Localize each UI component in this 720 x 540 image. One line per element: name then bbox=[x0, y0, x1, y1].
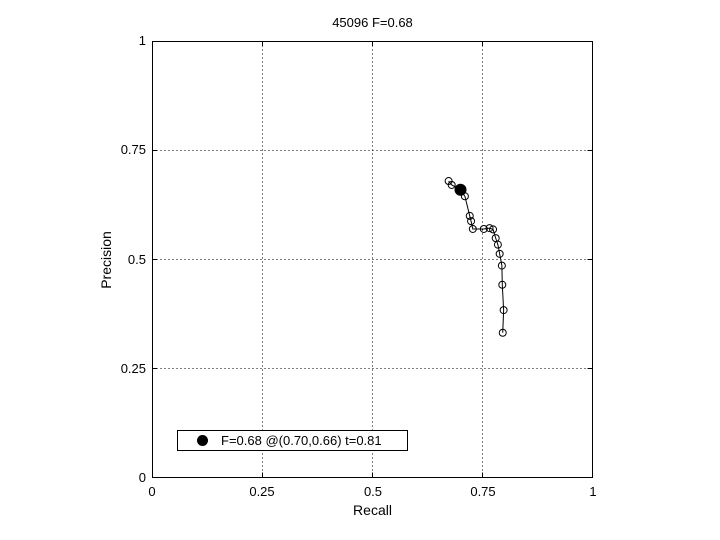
data-point-marker bbox=[468, 224, 477, 233]
y-tick-label: 0 bbox=[138, 470, 146, 485]
x-tick-label: 0.25 bbox=[249, 484, 275, 499]
data-point-marker bbox=[465, 211, 474, 220]
x-tick-label: 0.5 bbox=[363, 484, 383, 499]
curve-line bbox=[448, 180, 505, 333]
data-point-marker bbox=[499, 306, 508, 315]
legend-label: F=0.68 @(0.70,0.66) t=0.81 bbox=[221, 433, 382, 448]
y-tick-label: 0.25 bbox=[120, 361, 146, 376]
y-tick-label: 1 bbox=[138, 33, 146, 48]
data-point-marker bbox=[493, 240, 502, 249]
legend: F=0.68 @(0.70,0.66) t=0.81 bbox=[177, 430, 408, 451]
data-point-marker bbox=[495, 249, 504, 258]
data-point-marker bbox=[485, 224, 494, 233]
data-point-marker bbox=[498, 280, 507, 289]
x-tick-label: 0.75 bbox=[470, 484, 496, 499]
filled-circle-icon bbox=[197, 435, 208, 446]
data-point-marker bbox=[498, 328, 507, 337]
y-tick-label: 0.5 bbox=[127, 252, 146, 267]
data-point-marker bbox=[489, 225, 498, 234]
data-point-marker bbox=[467, 217, 476, 226]
data-point-marker bbox=[497, 261, 506, 270]
chart-title: 45096 F=0.68 bbox=[332, 15, 413, 30]
x-tick-label: 0 bbox=[148, 484, 156, 499]
data-point-marker bbox=[447, 180, 456, 189]
x-axis-label: Recall bbox=[353, 502, 392, 518]
y-tick-label: 0.75 bbox=[120, 142, 146, 157]
x-tick-label: 1 bbox=[589, 484, 597, 499]
data-point-marker bbox=[479, 224, 488, 233]
best-point-marker bbox=[454, 183, 467, 196]
